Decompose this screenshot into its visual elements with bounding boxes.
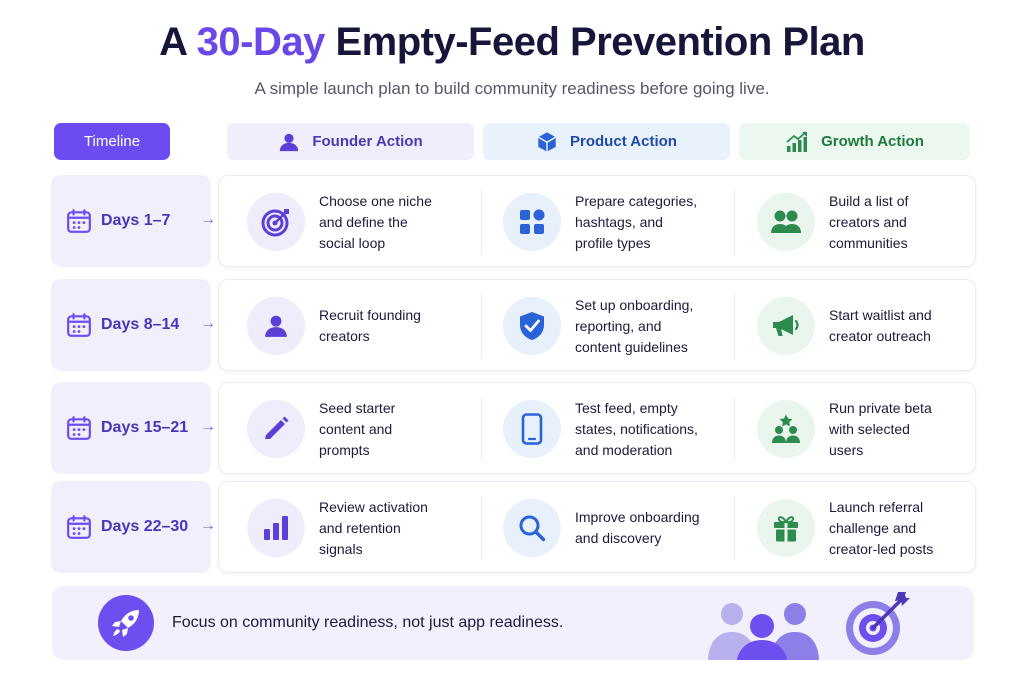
product-action-text: Test feed, empty states, notifications, … [575,399,698,458]
arrow-right-icon: → [200,315,216,332]
growth-action-cell: Start waitlist and creator outreach [757,280,979,372]
person-icon [280,133,299,151]
page-subtitle: A simple launch plan to build community … [254,79,770,98]
row-label-days-22-30: Days 22–30 [51,481,211,573]
growth-action-text: Launch referral challenge and creator-le… [829,498,934,557]
growth-action-text: Run private beta with selected users [829,399,932,458]
bar-chart-icon [247,499,305,557]
product-action-cell: Prepare categories, hashtags, and profil… [503,176,725,268]
row-days-label: Days 22–30 [101,518,189,535]
title-rest: Empty-Feed Prevention Plan [324,20,865,64]
rocket-icon [98,595,154,651]
target-icon [846,592,910,655]
title-accent: 30-Day [196,20,326,64]
column-divider [481,397,482,461]
founder-action-cell: Seed starter content and prompts [247,383,469,475]
founder-action-text: Recruit founding creators [319,307,421,344]
header-growth-action: Growth Action [739,123,970,160]
founder-action-cell: Recruit founding creators [247,280,469,372]
search-icon [503,499,561,557]
growth-chart-icon [786,130,808,152]
row-days-label: Days 8–14 [101,316,180,333]
row-days-label: Days 15–21 [101,419,189,436]
product-action-text: Improve onboarding and discovery [575,509,700,546]
founder-action-text: Seed starter content and prompts [319,399,396,458]
column-divider [734,294,735,358]
column-divider [734,496,735,560]
growth-action-cell: Build a list of creators and communities [757,176,979,268]
row-card-days-22-30: Review activation and retention signals … [218,481,976,573]
product-action-text: Set up onboarding, reporting, and conten… [575,296,694,355]
cube-icon [537,131,557,152]
calendar-icon [67,209,91,233]
header-product-action: Product Action [483,123,730,160]
calendar-icon [67,313,91,337]
calendar-icon [67,416,91,440]
header-founder-label: Founder Action [312,133,423,150]
title-prefix: A [159,20,197,64]
product-action-cell: Test feed, empty states, notifications, … [503,383,725,475]
row-label-days-8-14: Days 8–14 [51,279,211,371]
arrow-right-icon: → [200,418,216,435]
target-icon [247,193,305,251]
person-icon [247,297,305,355]
people-icon [757,193,815,251]
product-action-text: Prepare categories, hashtags, and profil… [575,192,698,251]
megaphone-icon [757,297,815,355]
product-action-cell: Improve onboarding and discovery [503,482,725,574]
founder-action-cell: Choose one niche and define the social l… [247,176,469,268]
header-product-label: Product Action [570,133,677,150]
column-divider [481,294,482,358]
row-card-days-8-14: Recruit founding creators Set up onboard… [218,279,976,371]
gift-icon [757,499,815,557]
arrow-right-icon: → [200,211,216,228]
column-divider [734,190,735,254]
arrow-right-icon: → [200,517,216,534]
footer-message: Focus on community readiness, not just a… [172,614,564,631]
header-founder-action: Founder Action [227,123,474,160]
community-people-icon [708,603,819,660]
growth-action-text: Build a list of creators and communities [829,192,909,251]
star-people-icon [757,400,815,458]
founder-action-text: Review activation and retention signals [319,498,428,557]
column-divider [481,496,482,560]
row-label-days-15-21: Days 15–21 [51,382,211,474]
header-timeline: Timeline [54,123,170,160]
product-action-cell: Set up onboarding, reporting, and conten… [503,280,725,372]
pencil-icon [247,400,305,458]
growth-action-text: Start waitlist and creator outreach [829,307,932,344]
row-card-days-1-7: Choose one niche and define the social l… [218,175,976,267]
calendar-icon [67,515,91,539]
shield-check-icon [503,297,561,355]
phone-icon [503,400,561,458]
founder-action-text: Choose one niche and define the social l… [319,192,432,251]
column-divider [734,397,735,461]
column-divider [481,190,482,254]
founder-action-cell: Review activation and retention signals [247,482,469,574]
footer-banner: Focus on community readiness, not just a… [52,586,974,660]
row-days-label: Days 1–7 [101,212,171,229]
growth-action-cell: Run private beta with selected users [757,383,979,475]
page-title: A 30-Day Empty-Feed Prevention Plan [0,20,1024,65]
header-growth-label: Growth Action [821,133,924,150]
growth-action-cell: Launch referral challenge and creator-le… [757,482,979,574]
grid-icon [503,193,561,251]
row-card-days-15-21: Seed starter content and prompts Test fe… [218,382,976,474]
row-label-days-1-7: Days 1–7 [51,175,211,267]
header-timeline-label: Timeline [83,133,141,150]
